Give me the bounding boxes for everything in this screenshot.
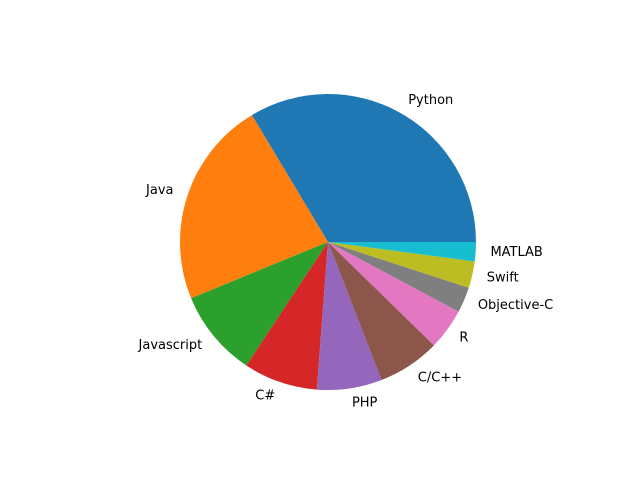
pie-label-c-: C#: [255, 389, 275, 404]
pie-label-swift: Swift: [487, 271, 519, 286]
pie-slice-c-: [246, 242, 328, 390]
pie-slice-objective-c: [328, 242, 469, 312]
pie-labels: Python Java Javascript C# PHP C/C++ R Objective…: [138, 93, 554, 411]
pie-label-r: R: [459, 331, 468, 346]
pie-label-c-c-: C/C++: [418, 370, 462, 385]
pie-label-php: PHP: [352, 396, 378, 411]
pie-slice-c-c-: [328, 242, 434, 380]
pie-slice-javascript: [191, 242, 328, 366]
pie-slice-python: [251, 93, 476, 243]
pie-slice-r: [328, 242, 459, 346]
pie-label-objective-c: Objective-C: [478, 298, 553, 313]
pie-slice-matlab: [328, 242, 476, 262]
pie-label-python: Python: [408, 93, 453, 108]
pie-label-javascript: Javascript: [138, 338, 203, 353]
pie-slice-swift: [328, 242, 475, 288]
pie-slice-php: [316, 242, 382, 390]
pie-label-java: Java: [145, 183, 173, 198]
pie-slices: [180, 93, 476, 390]
pie-slice-java: [180, 115, 328, 299]
pie-label-matlab: MATLAB: [490, 245, 542, 260]
